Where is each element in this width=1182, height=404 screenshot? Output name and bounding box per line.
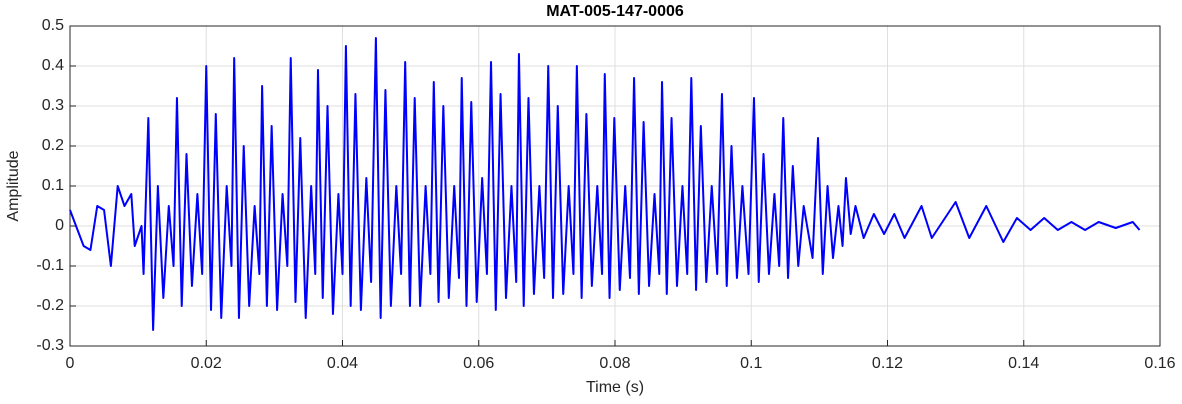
x-tick-label: 0.1 <box>740 355 762 372</box>
waveform-line <box>69 37 1141 331</box>
y-tick-label: -0.2 <box>36 297 64 314</box>
plot-frame <box>69 25 1161 347</box>
x-tick-label: 0.04 <box>327 355 358 372</box>
y-tick-label: -0.3 <box>36 337 64 354</box>
y-axis-label: Amplitude <box>5 150 22 221</box>
y-tick-label: 0 <box>55 217 64 234</box>
y-tick-label: 0.2 <box>42 137 64 154</box>
x-tick-label: 0.08 <box>599 355 630 372</box>
x-tick-label: 0 <box>66 355 75 372</box>
y-tick-label: 0.4 <box>42 57 64 74</box>
y-tick-label: -0.1 <box>36 257 64 274</box>
x-axis-label: Time (s) <box>586 379 644 396</box>
y-tick-label: 0.3 <box>42 97 64 114</box>
x-tick-label: 0.06 <box>463 355 494 372</box>
x-tick-label: 0.14 <box>1008 355 1039 372</box>
y-tick-label: 0.5 <box>42 17 64 34</box>
chart-title: MAT-005-147-0006 <box>546 3 684 20</box>
x-tick-label: 0.12 <box>872 355 903 372</box>
y-tick-label: 0.1 <box>42 177 64 194</box>
x-tick-label: 0.02 <box>191 355 222 372</box>
x-tick-label: 0.16 <box>1144 355 1175 372</box>
